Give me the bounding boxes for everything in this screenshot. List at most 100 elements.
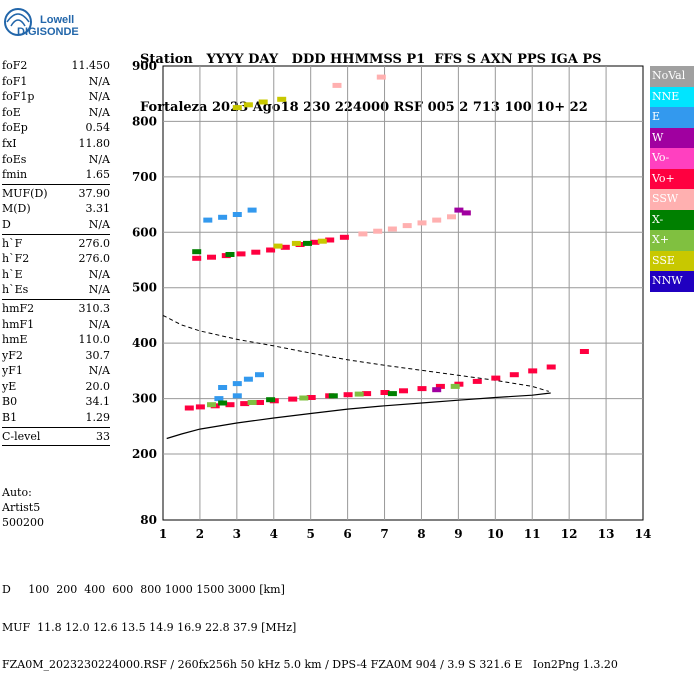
parameter-separator	[2, 426, 110, 428]
parameter-value: N/A	[88, 267, 110, 281]
legend-item-ssw: SSW	[650, 189, 694, 210]
parameter-name: fxI	[2, 136, 17, 150]
echo-point	[251, 249, 261, 255]
parameter-value: 33	[96, 429, 110, 443]
parameter-name: yF2	[2, 348, 23, 362]
parameter-name: h`F	[2, 236, 23, 250]
echo-point	[232, 105, 242, 111]
echo-point	[266, 247, 276, 253]
parameter-row: hmE 110.0	[2, 332, 110, 348]
x-tick-label: 12	[561, 527, 578, 541]
parameter-name: MUF(D)	[2, 186, 48, 200]
echo-point	[325, 237, 335, 243]
echo-point	[343, 392, 353, 398]
parameter-row: hmF2 310.3	[2, 301, 110, 317]
legend-item-vo: Vo-	[650, 148, 694, 169]
echo-point	[387, 391, 397, 397]
parameter-value: N/A	[88, 283, 110, 297]
x-tick-label: 4	[270, 527, 278, 541]
x-tick-label: 7	[380, 527, 388, 541]
file-info-row: FZA0M_2023230224000.RSF / 260fx256h 50 k…	[2, 658, 618, 671]
y-tick-label: 700	[132, 170, 157, 184]
parameter-name: h`E	[2, 267, 23, 281]
echo-point	[546, 364, 556, 370]
parameter-panel: foF2 11.450 foF1 N/A foF1p N/A foE N/A foEp 0.54 f…	[2, 58, 110, 447]
parameter-value: 276.0	[78, 252, 111, 266]
header-labels: Station YYYY DAY DDD HHMMSS P1 FFS S AXN…	[140, 52, 602, 67]
parameter-value: 0.54	[85, 121, 111, 135]
echo-point	[280, 244, 290, 250]
x-tick-label: 1	[159, 527, 167, 541]
parameter-name: foF1p	[2, 90, 35, 104]
parameter-name: B0	[2, 395, 18, 409]
echo-point	[255, 372, 264, 378]
parameter-name: yE	[2, 379, 17, 393]
logo-text-lowell: Lowell	[40, 14, 75, 26]
echo-point	[472, 378, 482, 384]
parameter-value: 3.31	[85, 202, 111, 216]
digisonde-logo: Lowell DIGISONDE	[2, 2, 92, 42]
legend-item-sse: SSE	[650, 250, 694, 271]
parameter-row: h`E N/A	[2, 267, 110, 283]
echo-point	[303, 240, 312, 246]
parameter-name: fmin	[2, 168, 28, 182]
parameter-value: 1.29	[85, 411, 111, 425]
footer-info: D 100 200 400 600 800 1000 1500 3000 [km…	[2, 559, 618, 684]
logo-icon	[4, 8, 32, 36]
parameter-name: D	[2, 217, 11, 231]
parameter-name: foF2	[2, 59, 28, 72]
parameter-value: N/A	[88, 90, 110, 104]
parameter-name: C-level	[2, 429, 41, 443]
echo-point	[354, 391, 364, 397]
echo-point	[207, 402, 216, 408]
parameter-name: hmE	[2, 333, 28, 347]
x-tick-label: 6	[343, 527, 351, 541]
echo-point	[255, 400, 264, 405]
y-tick-label: 600	[132, 225, 157, 239]
parameter-name: hmF1	[2, 317, 35, 331]
legend-item-vo: Vo+	[650, 168, 694, 189]
parameter-name: foEs	[2, 152, 27, 166]
x-tick-label: 2	[196, 527, 204, 541]
echo-point	[247, 400, 257, 405]
x-tick-label: 3	[233, 527, 241, 541]
parameter-value: N/A	[88, 74, 110, 88]
echo-point	[299, 395, 309, 401]
parameter-separator	[2, 233, 110, 235]
ionogram-chart: 1 2 3 4 5 6 7 8 9 10 11 12 13 14802003004005006007008…	[132, 59, 652, 541]
echo-point	[240, 401, 250, 407]
echo-point	[288, 396, 298, 402]
echo-point	[214, 396, 224, 402]
parameter-name: M(D)	[2, 202, 31, 216]
echo-point	[432, 387, 442, 393]
echo-point	[273, 243, 283, 249]
parameter-value: 276.0	[78, 236, 111, 250]
plot-frame	[162, 65, 644, 521]
autoscaling-info: Auto: Artist5 500200	[2, 485, 44, 530]
legend-item-x: X-	[650, 209, 694, 230]
parameter-row: MUF(D) 37.90	[2, 186, 110, 202]
parameter-row: foE N/A	[2, 105, 110, 121]
parameter-row: yE 20.0	[2, 379, 110, 395]
parameter-value: 34.1	[85, 395, 111, 409]
echo-point	[417, 220, 427, 226]
echo-point	[509, 372, 519, 378]
y-tick-label: 80	[140, 513, 157, 527]
parameter-row: B0 34.1	[2, 394, 110, 410]
parameter-row: foEp 0.54	[2, 120, 110, 136]
parameter-value: 30.7	[85, 348, 111, 362]
x-tick-label: 8	[417, 527, 425, 541]
echo-point	[310, 239, 320, 245]
y-tick-label: 200	[132, 447, 157, 461]
echo-point	[432, 217, 442, 223]
echo-point	[328, 393, 338, 399]
x-tick-label: 14	[635, 527, 652, 541]
parameter-row: yF1 N/A	[2, 363, 110, 379]
echo-point	[376, 74, 386, 80]
echo-point	[317, 238, 327, 244]
parameter-separator	[2, 183, 110, 185]
x-tick-label: 9	[454, 527, 462, 541]
echo-point	[447, 214, 456, 220]
parameter-row: fxI 11.80	[2, 136, 110, 152]
legend-item-e: E	[650, 107, 694, 128]
